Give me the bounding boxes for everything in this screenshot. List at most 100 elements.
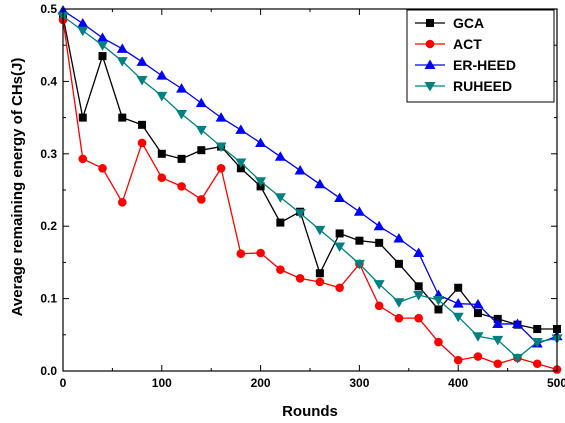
data-point <box>353 259 365 270</box>
data-point <box>116 43 128 53</box>
data-point <box>452 312 464 323</box>
data-point <box>511 353 523 364</box>
data-point <box>472 298 484 309</box>
data-point <box>473 352 483 361</box>
y-tick-label: 0.5 <box>40 2 57 16</box>
y-axis-title: Average remaining energy of CHs(J) <box>9 58 26 317</box>
data-point <box>276 265 285 274</box>
data-point <box>176 109 188 120</box>
data-point <box>432 296 444 306</box>
data-point <box>235 158 247 168</box>
legend-label: GCA <box>453 15 484 31</box>
data-point <box>533 325 542 334</box>
data-point <box>195 97 207 108</box>
x-tick-label: 400 <box>448 376 468 390</box>
data-point <box>138 120 147 129</box>
data-point <box>315 277 325 287</box>
data-point <box>434 337 443 347</box>
legend-marker <box>424 59 436 69</box>
data-point <box>294 209 306 219</box>
data-point <box>256 248 265 258</box>
y-tick-label: 0.1 <box>40 292 57 306</box>
legend-label: ER-HEED <box>453 57 516 73</box>
data-point <box>176 83 188 93</box>
data-point <box>335 283 344 293</box>
data-point <box>353 206 365 216</box>
data-point <box>373 280 385 290</box>
data-point <box>374 301 384 311</box>
legend: GCA ACT ER-HEED RUHEED <box>406 9 555 103</box>
data-point <box>197 195 206 204</box>
data-point <box>452 298 464 308</box>
x-tick-label: 0 <box>60 376 67 390</box>
data-point <box>492 318 504 328</box>
data-point <box>157 173 167 182</box>
data-point <box>373 220 385 231</box>
legend-item-gca: GCA <box>415 15 484 31</box>
data-point <box>78 154 88 164</box>
data-point <box>375 238 384 247</box>
y-tick-label: 0.4 <box>40 74 57 88</box>
data-point <box>97 32 109 42</box>
data-point <box>473 309 482 318</box>
data-point <box>472 332 484 342</box>
x-axis-title: Rounds <box>282 403 338 420</box>
data-point <box>394 313 404 323</box>
data-point <box>413 247 425 257</box>
data-point <box>532 359 542 369</box>
data-point <box>117 198 127 207</box>
data-point <box>136 56 148 66</box>
data-point <box>116 57 128 67</box>
data-point <box>295 274 305 283</box>
data-point <box>413 290 425 301</box>
data-point <box>235 124 247 134</box>
data-point <box>314 178 326 189</box>
data-point <box>137 138 147 148</box>
data-point <box>394 259 403 268</box>
legend-marker <box>425 39 435 49</box>
data-point <box>393 233 405 243</box>
data-point <box>511 318 523 328</box>
data-point <box>454 283 463 292</box>
data-point <box>118 113 127 122</box>
data-point <box>453 355 463 365</box>
data-point <box>77 26 89 37</box>
legend-label: ACT <box>453 36 482 52</box>
data-point <box>355 236 364 245</box>
legend-item-er-heed: ER-HEED <box>415 57 516 73</box>
x-tick-label: 500 <box>547 376 565 390</box>
y-tick-label: 0.3 <box>40 147 57 161</box>
data-point <box>314 225 326 236</box>
data-point <box>195 125 207 136</box>
data-point <box>77 17 89 28</box>
x-tick-label: 300 <box>349 376 369 390</box>
x-tick-label: 200 <box>251 376 271 390</box>
data-point <box>177 182 186 191</box>
data-point <box>276 218 285 227</box>
data-point <box>236 249 246 259</box>
data-point <box>98 163 107 173</box>
series-ruheed <box>57 12 563 364</box>
data-point <box>197 146 206 155</box>
y-tick-label: 0.2 <box>40 219 57 233</box>
series-line <box>62 16 557 330</box>
legend-marker <box>424 82 436 92</box>
data-point <box>255 177 267 187</box>
data-point <box>156 70 168 80</box>
data-point <box>215 142 227 153</box>
data-point <box>492 335 504 346</box>
data-point <box>531 338 543 348</box>
data-point <box>315 269 324 278</box>
data-point <box>274 193 286 203</box>
data-point <box>393 298 405 308</box>
data-point <box>414 313 423 323</box>
data-point <box>216 163 226 173</box>
data-point <box>414 282 423 291</box>
legend-item-ruheed: RUHEED <box>415 78 512 94</box>
data-point <box>136 75 148 86</box>
data-point <box>177 154 186 163</box>
data-point <box>255 137 267 147</box>
data-point <box>334 192 346 202</box>
x-tick-label: 100 <box>152 376 172 390</box>
